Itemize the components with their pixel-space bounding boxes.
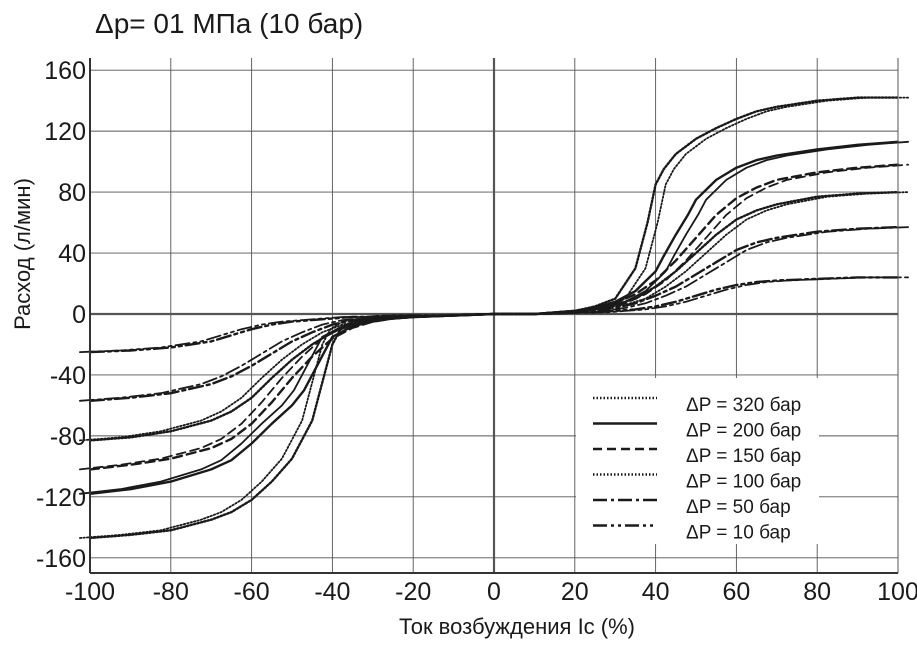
y-tick-label: 40	[58, 240, 86, 268]
series-line	[88, 276, 900, 354]
x-tick-label: -20	[395, 578, 431, 606]
legend-label: ΔP = 320 бар	[686, 395, 801, 416]
legend-label: ΔP = 100 бар	[686, 472, 801, 493]
legend-label: ΔP = 50 бар	[686, 497, 791, 518]
x-tick-label: -80	[153, 578, 189, 606]
y-tick-label: 80	[58, 179, 86, 207]
x-tick-label: 0	[487, 578, 501, 606]
y-tick-label: -40	[50, 362, 86, 390]
y-tick-label: 0	[72, 301, 86, 329]
x-tick-label: 20	[561, 578, 589, 606]
series-layer	[79, 96, 909, 540]
legend-label: ΔP = 150 бар	[686, 446, 801, 467]
x-tick-label: -40	[314, 578, 350, 606]
x-tick-label: 100	[877, 578, 917, 606]
axes: -100 -80 -60 -40 -20 0 20 40 60 80 100 160 120 80 40 0 -…	[36, 57, 917, 606]
legend-label: ΔP = 10 бар	[686, 523, 791, 544]
y-tick-label: -80	[50, 423, 86, 451]
x-tick-label: 40	[642, 578, 670, 606]
x-tick-label: -100	[65, 578, 115, 606]
legend-box	[576, 378, 819, 544]
x-tick-label: 80	[803, 578, 831, 606]
x-axis-label: Ток возбуждения Ic (%)	[399, 614, 635, 639]
series-line-branch	[79, 276, 909, 354]
legend-label: ΔP = 200 бар	[686, 421, 801, 442]
y-tick-label: 160	[44, 57, 86, 85]
y-axis-label: Расход (л/мин)	[10, 178, 35, 330]
chart-title: Δp= 01 МПа (10 бар)	[95, 8, 363, 39]
series-group	[79, 276, 909, 354]
y-tick-label: -120	[36, 484, 86, 512]
x-tick-label: 60	[722, 578, 750, 606]
legend: ΔP = 320 бар ΔP = 200 бар ΔP = 150 бар ΔP =…	[576, 378, 819, 544]
x-tick-label: -60	[234, 578, 270, 606]
y-tick-label: 120	[44, 118, 86, 146]
y-tick-label: -160	[36, 545, 86, 573]
